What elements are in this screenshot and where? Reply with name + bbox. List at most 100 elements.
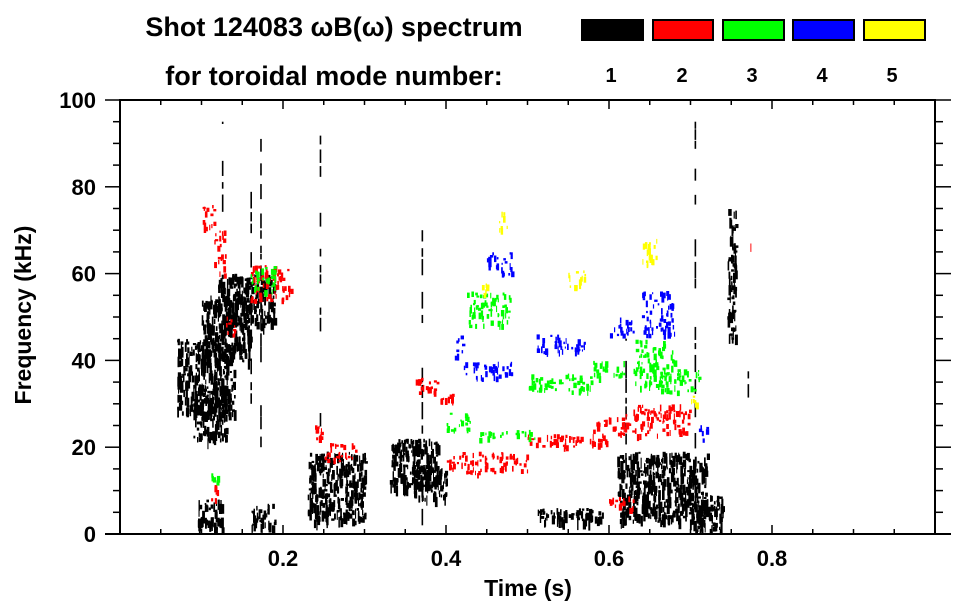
spectral-pixel [662, 329, 667, 335]
spectral-pixel [618, 472, 622, 480]
spectral-pixel [211, 325, 215, 336]
spectral-pixel [667, 332, 671, 339]
spectral-pixel [211, 524, 213, 531]
spectral-pixel [625, 422, 630, 430]
spectral-pixel [561, 435, 565, 441]
spectral-pixel [684, 460, 687, 469]
spectral-pixel [694, 456, 697, 467]
streak-segment [319, 135, 322, 145]
spectral-pixel [185, 382, 189, 391]
spectral-pixel [674, 501, 677, 507]
spectral-pixel [563, 512, 567, 518]
spectral-pixel [480, 310, 484, 317]
spectral-pixel [454, 355, 458, 361]
spectral-pixel [411, 450, 413, 453]
spectral-pixel [351, 443, 354, 450]
spectral-pixel [408, 483, 412, 488]
spectral-pixel [598, 511, 602, 516]
spectral-pixel [413, 482, 416, 491]
spectral-pixel [698, 378, 700, 383]
spectral-pixel [348, 506, 351, 512]
spectral-pixel [563, 446, 566, 452]
spectral-pixel [487, 436, 491, 443]
spectral-pixel [604, 369, 609, 373]
spectral-pixel [203, 320, 205, 331]
spectral-pixel [310, 498, 313, 503]
spectral-pixel [660, 371, 663, 379]
spectral-pixel [213, 507, 215, 512]
spectral-pixel [635, 367, 639, 372]
spectral-pixel [345, 452, 347, 459]
spectral-pixel [219, 366, 222, 375]
spectral-pixel [350, 509, 353, 512]
spectral-pixel [241, 309, 245, 313]
spectral-pixel [225, 434, 228, 443]
spectral-pixel [651, 259, 655, 266]
spectral-pixel [482, 454, 484, 458]
spectral-pixel [499, 469, 502, 472]
spectral-pixel [506, 461, 508, 465]
spectral-pixel [539, 384, 543, 392]
spectral-pixel [648, 458, 652, 470]
spectral-pixel [597, 421, 600, 429]
spectral-pixel [247, 327, 250, 333]
spectral-pixel [395, 461, 399, 467]
spectral-pixel [184, 367, 188, 372]
spectral-pixel [702, 517, 704, 526]
spectral-pixel [204, 518, 206, 524]
spectral-pixel [666, 414, 668, 421]
spectral-pixel [225, 295, 229, 305]
spectral-pixel [233, 329, 237, 332]
spectral-pixel [588, 520, 591, 531]
spectral-pixel [643, 412, 646, 416]
spectral-pixel [703, 468, 707, 477]
streak-segment [260, 405, 262, 417]
spectral-pixel [224, 402, 226, 413]
mode-feature [536, 334, 586, 357]
spectral-pixel [633, 474, 637, 485]
spectral-pixel [392, 471, 394, 482]
spectral-pixel [682, 515, 686, 519]
spectral-pixel [653, 459, 655, 471]
spectral-pixel [639, 371, 643, 376]
spectral-pixel [496, 294, 499, 300]
spectral-pixel [272, 307, 276, 314]
spectral-pixel [360, 488, 363, 493]
spectral-pixel [475, 470, 476, 476]
spectral-pixel [639, 355, 641, 359]
spectral-pixel [557, 334, 560, 341]
spectral-pixel [509, 263, 511, 270]
spectral-pixel [239, 336, 241, 347]
spectral-pixel [183, 373, 186, 376]
spectral-pixel [705, 477, 707, 486]
spectral-pixel [316, 494, 318, 504]
spectral-pixel [617, 491, 621, 497]
spectral-pixel [639, 433, 642, 440]
spectral-pixel [684, 500, 687, 511]
spectral-pixel [346, 475, 348, 485]
spectral-pixel [326, 473, 330, 484]
streak-segment [694, 354, 697, 373]
spectral-pixel [199, 405, 202, 413]
spectral-pixel [565, 338, 567, 345]
spectral-pixel [360, 460, 364, 465]
spectral-pixel [358, 510, 360, 513]
spectral-pixel [423, 471, 427, 478]
spectral-pixel [526, 454, 530, 461]
spectral-pixel [234, 312, 237, 321]
spectral-pixel [698, 370, 700, 373]
spectral-pixel [453, 463, 456, 470]
spectral-pixel [662, 507, 665, 513]
spectral-pixel [733, 286, 736, 295]
spectral-pixel [359, 455, 361, 467]
spectral-pixel [546, 350, 549, 357]
spectral-pixel [211, 473, 214, 478]
spectral-pixel [202, 420, 205, 428]
spectral-pixel [270, 301, 274, 310]
spectral-pixel [666, 466, 668, 470]
spectral-pixel [508, 295, 511, 300]
y-tick-label: 0 [84, 522, 96, 547]
spectral-pixel [574, 350, 577, 357]
spectral-pixel [213, 221, 217, 226]
x-tick-label: 0.2 [268, 546, 299, 571]
